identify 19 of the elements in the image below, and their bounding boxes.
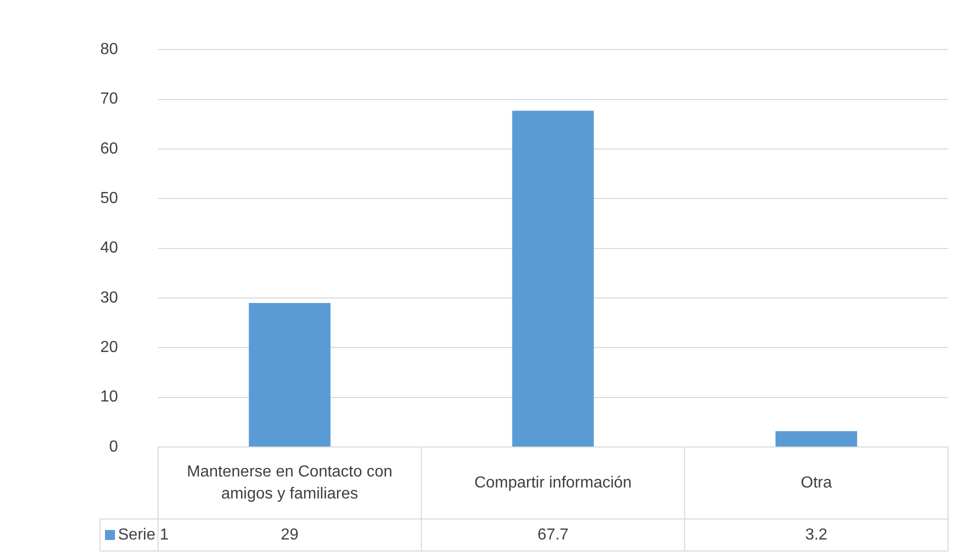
legend-label: Serie 1 xyxy=(118,526,169,544)
data-label: 67.7 xyxy=(537,526,569,544)
bar xyxy=(512,110,594,446)
bar xyxy=(776,431,858,446)
x-tick-label: Mantenerse en Contacto con amigos y familiares xyxy=(186,463,392,502)
y-tick-label: 80 xyxy=(100,41,118,58)
x-tick-label: Compartir información xyxy=(474,474,632,492)
y-tick-label: 60 xyxy=(100,140,118,158)
y-tick-label: 70 xyxy=(100,90,118,108)
y-tick-label: 50 xyxy=(100,190,118,208)
x-tick-label: Otra xyxy=(800,474,832,492)
y-tick-label: 10 xyxy=(100,388,118,406)
y-tick-label: 40 xyxy=(100,240,118,257)
data-label: 29 xyxy=(280,526,299,544)
y-tick-label: 30 xyxy=(100,289,118,306)
data-label: 3.2 xyxy=(805,526,828,544)
bar xyxy=(248,302,330,446)
y-tick-label: 0 xyxy=(109,438,118,456)
y-tick-label: 20 xyxy=(100,339,118,356)
